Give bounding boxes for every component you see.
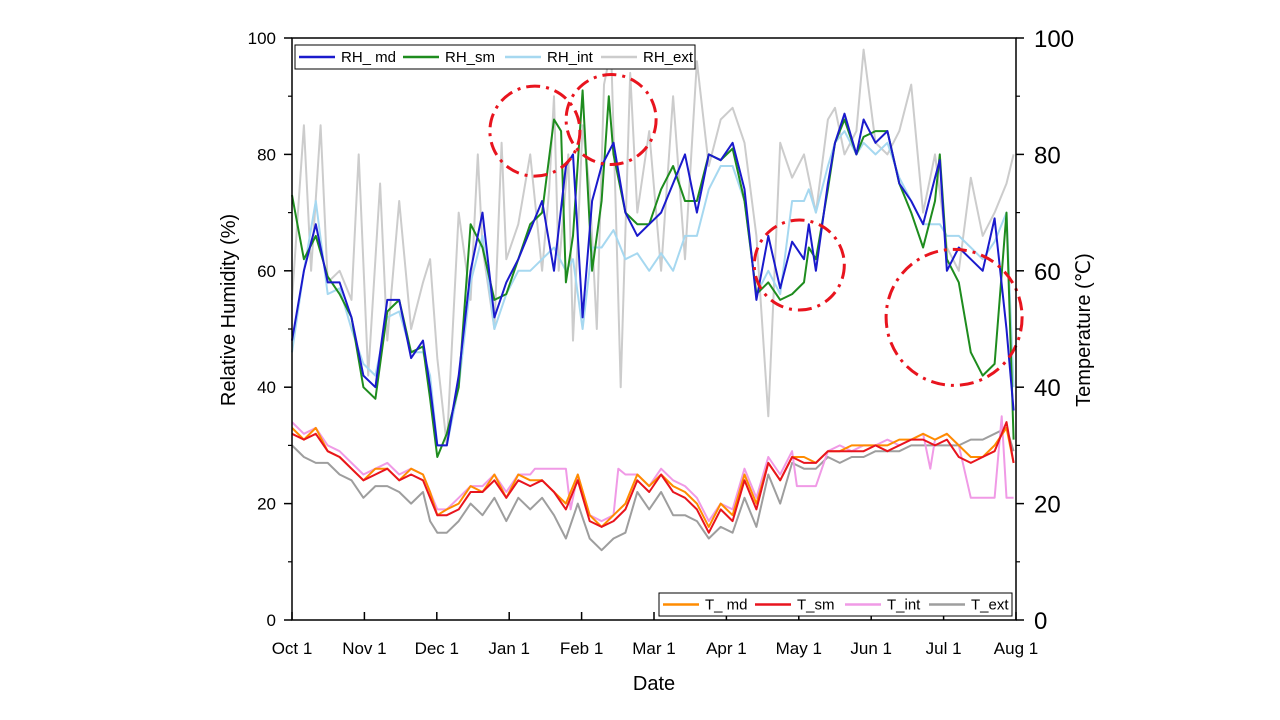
y-tick-label-left: 60 xyxy=(257,262,276,281)
x-tick-label: Dec 1 xyxy=(415,639,459,658)
x-tick-label: Feb 1 xyxy=(560,639,603,658)
legend-rh-label-rh-md: RH_ md xyxy=(341,49,396,66)
y-tick-label-right: 100 xyxy=(1034,26,1074,53)
series-rh-ext-line xyxy=(291,48,1015,447)
series-layer xyxy=(291,48,1015,552)
legend-t-label-t-sm: T_sm xyxy=(797,597,835,614)
legend-rh-label-rh-ext: RH_ext xyxy=(643,49,694,66)
y-tick-label-left: 20 xyxy=(257,495,276,514)
y-tick-label-left: 80 xyxy=(257,145,276,164)
x-tick-label: Apr 1 xyxy=(706,639,747,658)
highlight-ellipse xyxy=(884,247,1024,387)
y-tick-label-right: 40 xyxy=(1034,375,1061,402)
y-tick-label-right: 80 xyxy=(1034,142,1061,169)
legend-t-label-t-ext: T_ext xyxy=(971,597,1009,614)
y-tick-label-right: 0 xyxy=(1034,608,1047,635)
y-tick-label-left: 0 xyxy=(267,611,276,630)
series-rh-sm-line xyxy=(291,89,1015,458)
y-tick-label-left: 40 xyxy=(257,378,276,397)
legend-t-label-t-int: T_int xyxy=(887,597,921,614)
annotation-layer xyxy=(488,73,1024,387)
x-tick-label: May 1 xyxy=(776,639,822,658)
x-tick-label: Mar 1 xyxy=(632,639,675,658)
y-tick-label-right: 20 xyxy=(1034,492,1061,519)
y-tick-label-right: 60 xyxy=(1034,259,1061,286)
legend-rh-label-rh-sm: RH_sm xyxy=(445,49,495,66)
x-tick-label: Jan 1 xyxy=(488,639,530,658)
legend-layer: RH_ md RH_sm RH_int RH_ext T_ md T_sm T_int T_e… xyxy=(294,44,1013,617)
x-tick-label: Jul 1 xyxy=(926,639,962,658)
x-tick-label: Aug 1 xyxy=(994,639,1038,658)
series-t-ext-line xyxy=(291,426,1015,552)
y-axis-title-left: Relative Humidity (%) xyxy=(218,214,240,406)
series-rh-md-line xyxy=(291,112,1015,447)
y-axis-title-right: Temperature (℃) xyxy=(1073,253,1095,407)
series-t-sm-line xyxy=(291,421,1015,534)
axes-layer: Oct 1 Nov 1 Dec 1 Jan 1 Feb 1 Mar 1 Apr 1 May 1… xyxy=(248,26,1074,658)
series-t-md-line xyxy=(291,426,1015,528)
x-tick-label: Nov 1 xyxy=(342,639,386,658)
highlight-ellipse xyxy=(564,73,658,166)
y-tick-label-left: 100 xyxy=(248,29,276,48)
legend-rh-label-rh-int: RH_int xyxy=(547,49,594,66)
highlight-ellipse xyxy=(752,218,846,312)
legend-t-box xyxy=(658,592,1013,617)
x-tick-label: Jun 1 xyxy=(850,639,892,658)
x-tick-label: Oct 1 xyxy=(272,639,313,658)
x-axis-title: Date xyxy=(633,673,675,695)
legend-t-label-t-md: T_ md xyxy=(705,597,748,614)
highlight-ellipse xyxy=(488,84,582,178)
plot-frame xyxy=(291,37,1017,621)
